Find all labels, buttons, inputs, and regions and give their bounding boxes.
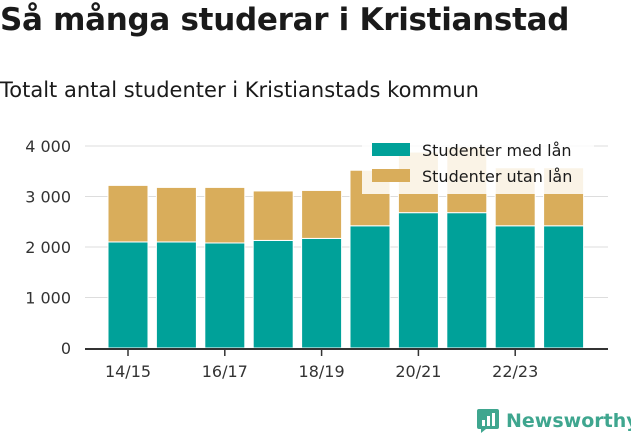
y-tick-label: 1 000 bbox=[25, 289, 71, 308]
x-tick-label: 18/19 bbox=[299, 362, 345, 381]
y-tick-label: 2 000 bbox=[25, 238, 71, 257]
bar-studenter-med-lan bbox=[252, 239, 294, 349]
bar-studenter-med-lan bbox=[543, 225, 585, 349]
legend-label: Studenter med lån bbox=[422, 141, 572, 160]
x-tick-label: 22/23 bbox=[492, 362, 538, 381]
bar-studenter-utan-lan bbox=[204, 186, 246, 244]
x-tick-label: 20/21 bbox=[395, 362, 441, 381]
brand-name: Newsworthy bbox=[506, 410, 631, 432]
legend-swatch bbox=[372, 143, 410, 156]
legend-label: Studenter utan lån bbox=[422, 167, 572, 186]
bar-studenter-utan-lan bbox=[301, 189, 343, 239]
bar-studenter-utan-lan bbox=[155, 186, 197, 243]
y-tick-label: 0 bbox=[61, 339, 71, 358]
x-tick-label: 14/15 bbox=[105, 362, 151, 381]
bar-studenter-utan-lan bbox=[107, 184, 149, 243]
x-tick-label: 16/17 bbox=[202, 362, 248, 381]
bar-studenter-med-lan bbox=[446, 212, 488, 349]
legend-swatch bbox=[372, 169, 410, 182]
y-tick-label: 4 000 bbox=[25, 137, 71, 156]
bar-studenter-med-lan bbox=[107, 241, 149, 349]
newsworthy-logo-icon bbox=[477, 409, 499, 433]
bar-studenter-med-lan bbox=[349, 225, 391, 349]
bar-studenter-med-lan bbox=[155, 241, 197, 349]
brand-logo: Newsworthy bbox=[476, 406, 631, 436]
bar-studenter-med-lan bbox=[494, 225, 536, 349]
bar-studenter-med-lan bbox=[301, 237, 343, 349]
chart-subtitle: Totalt antal studenter i Kristianstads k… bbox=[0, 78, 479, 102]
chart-title: Så många studerar i Kristianstad bbox=[0, 2, 570, 38]
y-tick-label: 3 000 bbox=[25, 188, 71, 207]
bar-studenter-med-lan bbox=[204, 242, 246, 349]
bar-studenter-med-lan bbox=[397, 212, 439, 349]
bar-studenter-utan-lan bbox=[252, 190, 294, 241]
stacked-bar-chart: 0 1 000 2 000 3 000 4 000 14/15 16/17 18/19 20/… bbox=[25, 136, 608, 381]
